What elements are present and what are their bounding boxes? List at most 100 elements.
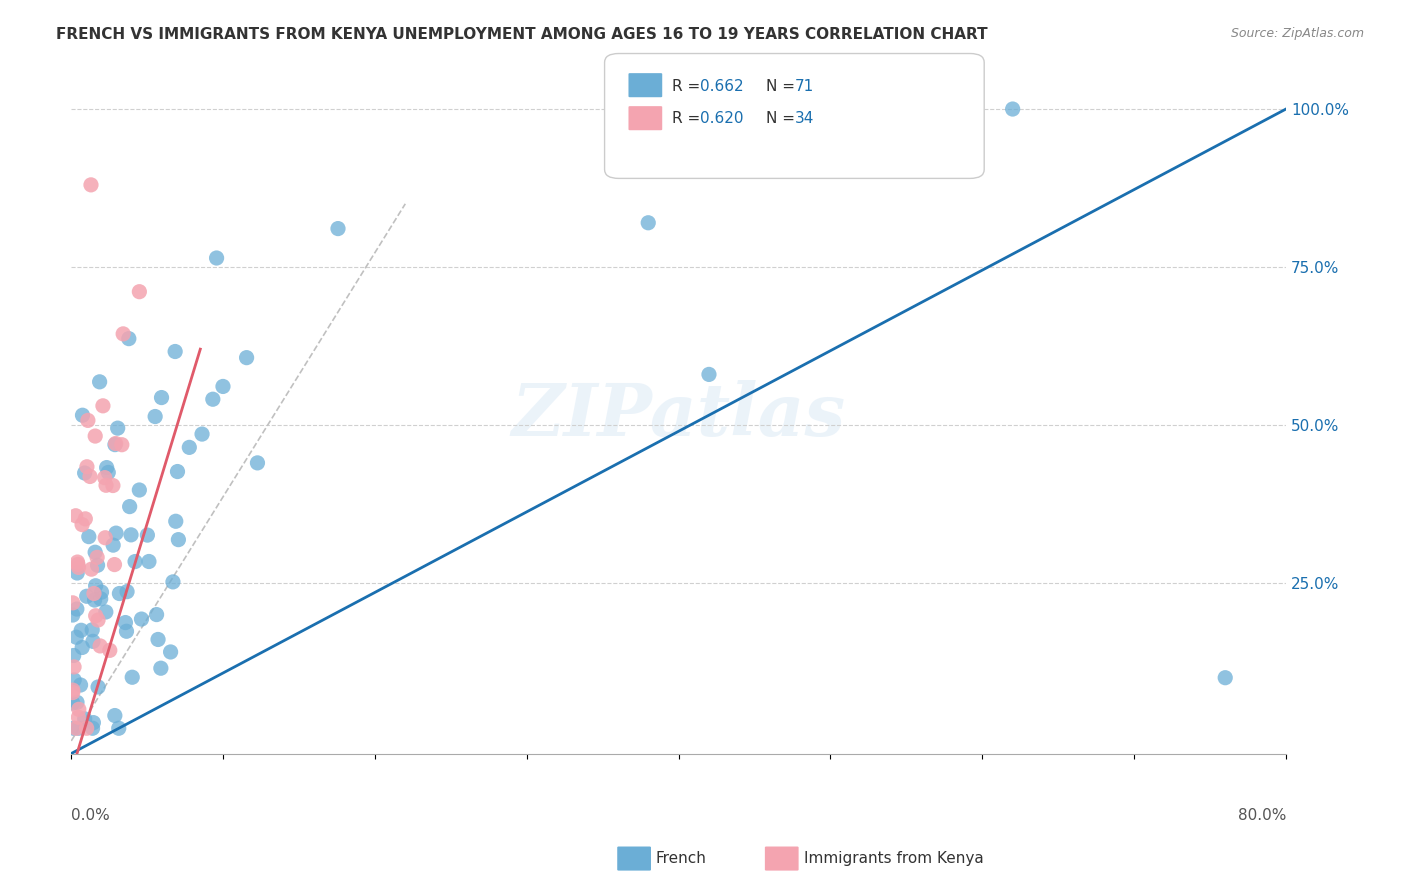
Point — [65, 721, 87, 735]
Point — [83, 593, 105, 607]
Point — [63, 673, 86, 687]
Point — [82, 721, 104, 735]
Point — [80, 562, 103, 576]
Point — [136, 528, 159, 542]
Point — [65, 630, 87, 644]
Point — [70, 624, 93, 638]
Point — [1213, 671, 1236, 685]
Point — [62, 685, 84, 699]
Text: 0.662: 0.662 — [700, 79, 744, 94]
Point — [70, 640, 93, 655]
Point — [67, 702, 90, 716]
Point — [104, 436, 127, 450]
Point — [82, 715, 104, 730]
Point — [66, 558, 89, 572]
Point — [84, 545, 107, 559]
Point — [107, 721, 129, 735]
Point — [191, 427, 214, 442]
Point — [104, 437, 127, 451]
Point — [235, 351, 257, 365]
Point — [166, 465, 188, 479]
Point — [179, 441, 201, 455]
Point — [105, 526, 128, 541]
Point — [63, 660, 86, 674]
Point — [101, 538, 124, 552]
Point — [107, 421, 129, 435]
Point — [73, 466, 96, 480]
Point — [120, 528, 142, 542]
Point — [66, 555, 89, 569]
Point — [82, 623, 104, 637]
Point — [1001, 102, 1024, 116]
Text: R =: R = — [672, 112, 706, 126]
Point — [76, 721, 98, 735]
Point — [97, 466, 120, 480]
Point — [89, 375, 111, 389]
Point — [108, 586, 131, 600]
Point — [201, 392, 224, 407]
Text: Immigrants from Kenya: Immigrants from Kenya — [804, 852, 984, 866]
Point — [86, 558, 108, 573]
Point — [67, 710, 90, 724]
Point — [90, 591, 112, 606]
Point — [149, 661, 172, 675]
Point — [112, 326, 135, 341]
Point — [62, 683, 84, 698]
Point — [103, 558, 125, 572]
Point — [70, 517, 93, 532]
Point — [143, 409, 166, 424]
Point — [104, 708, 127, 723]
Point — [111, 438, 134, 452]
Point — [66, 566, 89, 580]
Point — [73, 712, 96, 726]
Point — [77, 413, 100, 427]
Point — [131, 612, 153, 626]
Point — [94, 478, 117, 492]
Point — [124, 555, 146, 569]
Point — [84, 579, 107, 593]
Point — [146, 632, 169, 647]
Text: 71: 71 — [794, 79, 814, 94]
Text: N =: N = — [766, 79, 800, 94]
Point — [84, 608, 107, 623]
Point — [86, 550, 108, 565]
Text: N =: N = — [766, 112, 800, 126]
Text: FRENCH VS IMMIGRANTS FROM KENYA UNEMPLOYMENT AMONG AGES 16 TO 19 YEARS CORRELATI: FRENCH VS IMMIGRANTS FROM KENYA UNEMPLOY… — [56, 27, 988, 42]
Point — [165, 344, 187, 359]
Point — [80, 178, 103, 192]
Point — [89, 639, 111, 653]
Point — [62, 648, 84, 663]
Point — [115, 624, 138, 639]
Point — [91, 399, 114, 413]
Point — [165, 514, 187, 528]
Text: 80.0%: 80.0% — [1237, 807, 1286, 822]
Text: R =: R = — [672, 79, 706, 94]
Point — [79, 469, 101, 483]
Text: 34: 34 — [794, 112, 814, 126]
Point — [90, 585, 112, 599]
Point — [145, 607, 167, 622]
Point — [128, 285, 150, 299]
Point — [76, 589, 98, 603]
Point — [205, 251, 228, 265]
Point — [246, 456, 269, 470]
Point — [62, 696, 84, 710]
Point — [75, 512, 97, 526]
Text: Source: ZipAtlas.com: Source: ZipAtlas.com — [1230, 27, 1364, 40]
Point — [62, 596, 84, 610]
Point — [66, 602, 89, 616]
Point — [212, 379, 235, 393]
Point — [83, 586, 105, 600]
Point — [69, 678, 91, 692]
Point — [76, 459, 98, 474]
Text: 0.0%: 0.0% — [72, 807, 110, 822]
Point — [93, 470, 115, 484]
Point — [67, 560, 90, 574]
Point — [62, 607, 84, 622]
Point — [115, 584, 138, 599]
Point — [87, 613, 110, 627]
Text: 0.620: 0.620 — [700, 112, 744, 126]
Point — [138, 554, 160, 568]
Point — [101, 478, 124, 492]
Point — [159, 645, 181, 659]
